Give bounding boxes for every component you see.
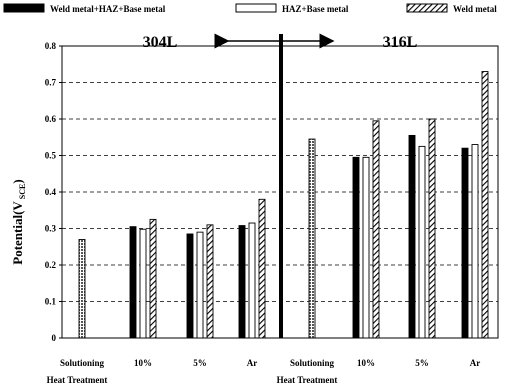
x-tick-sublabel: Heat Treatment [277,375,338,385]
bar-hatch [428,118,436,339]
y-tick-label: 0.1 [45,297,57,307]
y-tick-label: 0 [52,333,57,343]
x-tick-label: 5% [415,358,429,368]
bar-hatch [481,71,489,339]
bar-outline [196,231,204,339]
bar-outline [248,222,256,339]
x-tick-label: 10% [357,358,375,368]
legend: Weld metal+HAZ+Base metal HAZ+Base metal W… [3,3,497,14]
bar-outline [471,144,479,339]
bar-hatch [78,238,86,339]
x-tick-label: Solutioning [290,358,335,368]
y-tick-label: 0.4 [45,187,57,197]
y-tick-label: 0.3 [45,224,57,234]
bar-hatch [372,120,380,339]
x-tick-sublabel: Heat Treatment [47,375,108,385]
bar-outline [139,228,147,339]
legend-swatch-outline [235,3,277,13]
y-tick-label: 0.6 [45,114,57,124]
bar-solid [352,156,360,339]
legend-swatch-solid [3,3,45,13]
region-label-left: 304L [143,34,178,51]
bar-hatch [149,218,157,339]
bar-solid [408,134,416,339]
plot-area: 0 0.1 0.2 0.3 0.4 0.5 0.6 0.7 0.8 304L 316L Solutio… [45,33,499,385]
x-tick-label: 10% [134,358,152,368]
y-tick-label: 0.8 [45,41,57,51]
x-tick-label: Solutioning [60,358,105,368]
legend-label: Weld metal+HAZ+Base metal [50,4,166,14]
bar-outline [418,145,426,339]
y-tick-label: 0.7 [45,78,57,88]
bar-hatch [206,224,214,339]
x-tick-label: Ar [470,358,481,368]
legend-label: Weld metal [453,4,497,14]
x-tick-label: Ar [247,358,258,368]
bar-solid [186,233,194,339]
bar-outline [362,156,370,339]
y-axis-label: Potential(V SCE) [10,179,27,264]
region-label-right: 316L [383,34,418,51]
x-tick-label: 5% [193,358,207,368]
legend-label: HAZ+Base metal [282,4,349,14]
bar-hatch [258,198,266,339]
legend-swatch-hatch [406,3,448,13]
bar-solid [238,225,246,339]
bar-solid [129,226,137,339]
bar-hatch [308,138,316,339]
y-tick-label: 0.5 [45,151,57,161]
bar-solid [461,147,469,339]
y-tick-label: 0.2 [45,260,57,270]
